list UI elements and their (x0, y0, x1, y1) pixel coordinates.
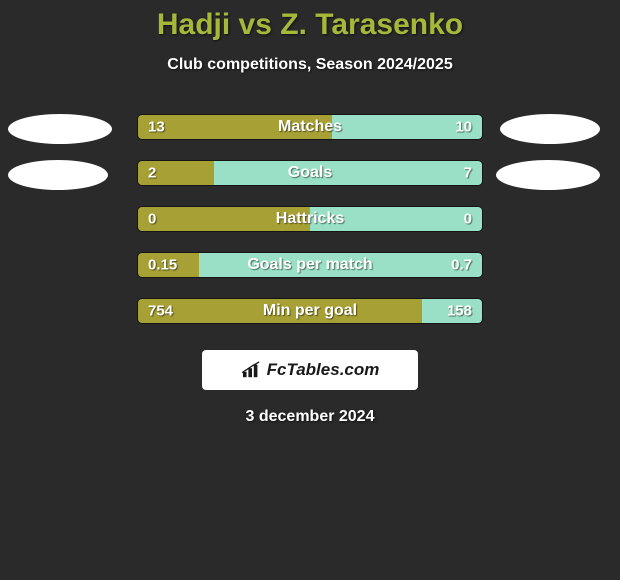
stat-bar-right (214, 161, 482, 185)
stat-label: Goals (288, 164, 332, 182)
stat-rows: 13 10 Matches 2 7 Goals 0 0 Hattricks 0.15 0.7 Goal… (0, 114, 620, 324)
brand-badge: FcTables.com (202, 350, 418, 390)
stat-row: 0.15 0.7 Goals per match (0, 252, 620, 278)
stat-bar: 0 0 Hattricks (137, 206, 483, 232)
page-subtitle: Club competitions, Season 2024/2025 (0, 56, 620, 74)
stat-value-left: 0.15 (148, 257, 177, 274)
stat-row: 2 7 Goals (0, 160, 620, 186)
stat-row: 0 0 Hattricks (0, 206, 620, 232)
stat-label: Goals per match (247, 256, 372, 274)
stat-row: 13 10 Matches (0, 114, 620, 140)
brand-text: FcTables.com (267, 360, 380, 380)
player-avatar-left (8, 114, 112, 144)
stat-value-left: 2 (148, 165, 156, 182)
stat-value-right: 158 (447, 303, 472, 320)
stat-value-right: 0 (464, 211, 472, 228)
stat-label: Matches (278, 118, 342, 136)
stat-row: 754 158 Min per goal (0, 298, 620, 324)
comparison-container: Hadji vs Z. Tarasenko Club competitions,… (0, 0, 620, 426)
stat-value-left: 13 (148, 119, 165, 136)
player-avatar-left (8, 160, 108, 190)
stat-bar: 2 7 Goals (137, 160, 483, 186)
player-avatar-right (496, 160, 600, 190)
stat-value-right: 0.7 (451, 257, 472, 274)
stat-value-left: 0 (148, 211, 156, 228)
page-title: Hadji vs Z. Tarasenko (0, 8, 620, 42)
stat-value-right: 10 (455, 119, 472, 136)
stat-value-right: 7 (464, 165, 472, 182)
snapshot-date: 3 december 2024 (0, 408, 620, 426)
stat-bar: 0.15 0.7 Goals per match (137, 252, 483, 278)
stat-label: Hattricks (276, 210, 344, 228)
player-avatar-right (500, 114, 600, 144)
stat-bar: 754 158 Min per goal (137, 298, 483, 324)
stat-bar: 13 10 Matches (137, 114, 483, 140)
stat-value-left: 754 (148, 303, 173, 320)
stat-label: Min per goal (263, 302, 357, 320)
bar-chart-icon (241, 361, 263, 379)
